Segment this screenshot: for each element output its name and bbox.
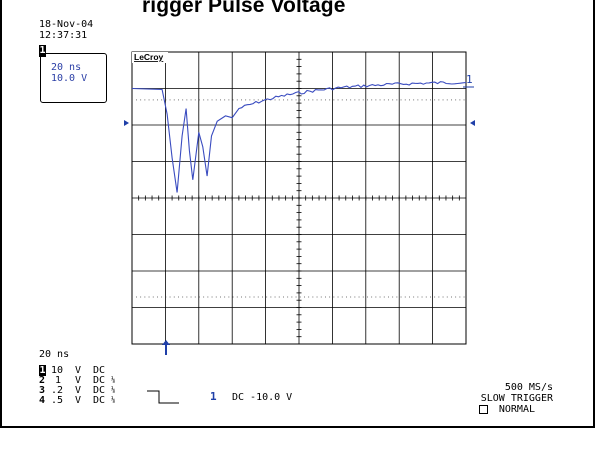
window-frame: [0, 0, 595, 428]
channel-row-3[interactable]: 3 .2 V DC ⅛: [39, 385, 115, 451]
channel-num: 3: [39, 385, 46, 396]
channel-coupling: DC: [93, 365, 106, 376]
channel-value: 1: [55, 375, 62, 386]
grid-dots: [136, 99, 465, 298]
page-title: rigger Pulse Voltage: [142, 0, 346, 17]
brand-logo: LeCroy: [134, 52, 164, 62]
date-label: 18-Nov-04: [39, 19, 94, 30]
channel-number-badge: 1: [39, 45, 46, 57]
channel-coupling: DC: [93, 375, 106, 386]
channel-value: .2: [51, 385, 64, 396]
right-level-marker: [470, 120, 475, 126]
channel-unit: V: [75, 375, 82, 386]
acq-mode[interactable]: NORMAL: [498, 404, 535, 415]
channel-value: 10: [51, 365, 64, 376]
channel-volts-div: 10.0 V: [51, 73, 88, 84]
channel-row-1[interactable]: 1 10 V DC: [39, 365, 105, 420]
left-level-marker: [124, 120, 129, 126]
trace-channel-marker: 1: [466, 73, 473, 86]
channel-bw-limit-icon: ⅛: [111, 386, 116, 394]
footer-timebase: 20 ns: [39, 349, 70, 360]
scope-display[interactable]: LeCroy 1: [120, 44, 480, 354]
channel-bw-limit-icon: ⅛: [111, 396, 116, 404]
trigger-channel: 1: [210, 390, 217, 403]
time-label: 12:37:31: [39, 30, 88, 41]
channel-row-2[interactable]: 2 1 V DC ⅛: [39, 375, 115, 441]
channel-coupling: DC: [93, 385, 106, 396]
brand-bg: [132, 52, 168, 63]
sample-rate: 500 MS/s: [504, 382, 553, 393]
acq-mode-checkbox[interactable]: [479, 405, 488, 414]
channel-unit: V: [75, 385, 82, 396]
waveform-trace: [131, 81, 467, 193]
channel-coupling: DC: [93, 395, 106, 406]
channel-num: 2: [39, 375, 46, 386]
channel-num-badge: 1: [39, 365, 46, 376]
channel-value: .5: [51, 395, 64, 406]
trigger-slope-icon: [147, 390, 179, 404]
trigger-position-arrow: [162, 340, 170, 355]
channel-unit: V: [75, 395, 82, 406]
grid-ticks: [131, 51, 467, 345]
channel-info-box[interactable]: 20 ns 10.0 V: [40, 53, 107, 103]
trigger-info: DC -10.0 V: [232, 392, 293, 403]
trigger-mode: SLOW TRIGGER: [480, 393, 553, 404]
channel-bw-limit-icon: ⅛: [111, 376, 116, 384]
channel-num: 4: [39, 395, 46, 406]
channel-row-4[interactable]: 4 .5 V DC ⅛: [39, 395, 115, 461]
channel-timebase: 20 ns: [51, 62, 82, 73]
channel-unit: V: [75, 365, 82, 376]
